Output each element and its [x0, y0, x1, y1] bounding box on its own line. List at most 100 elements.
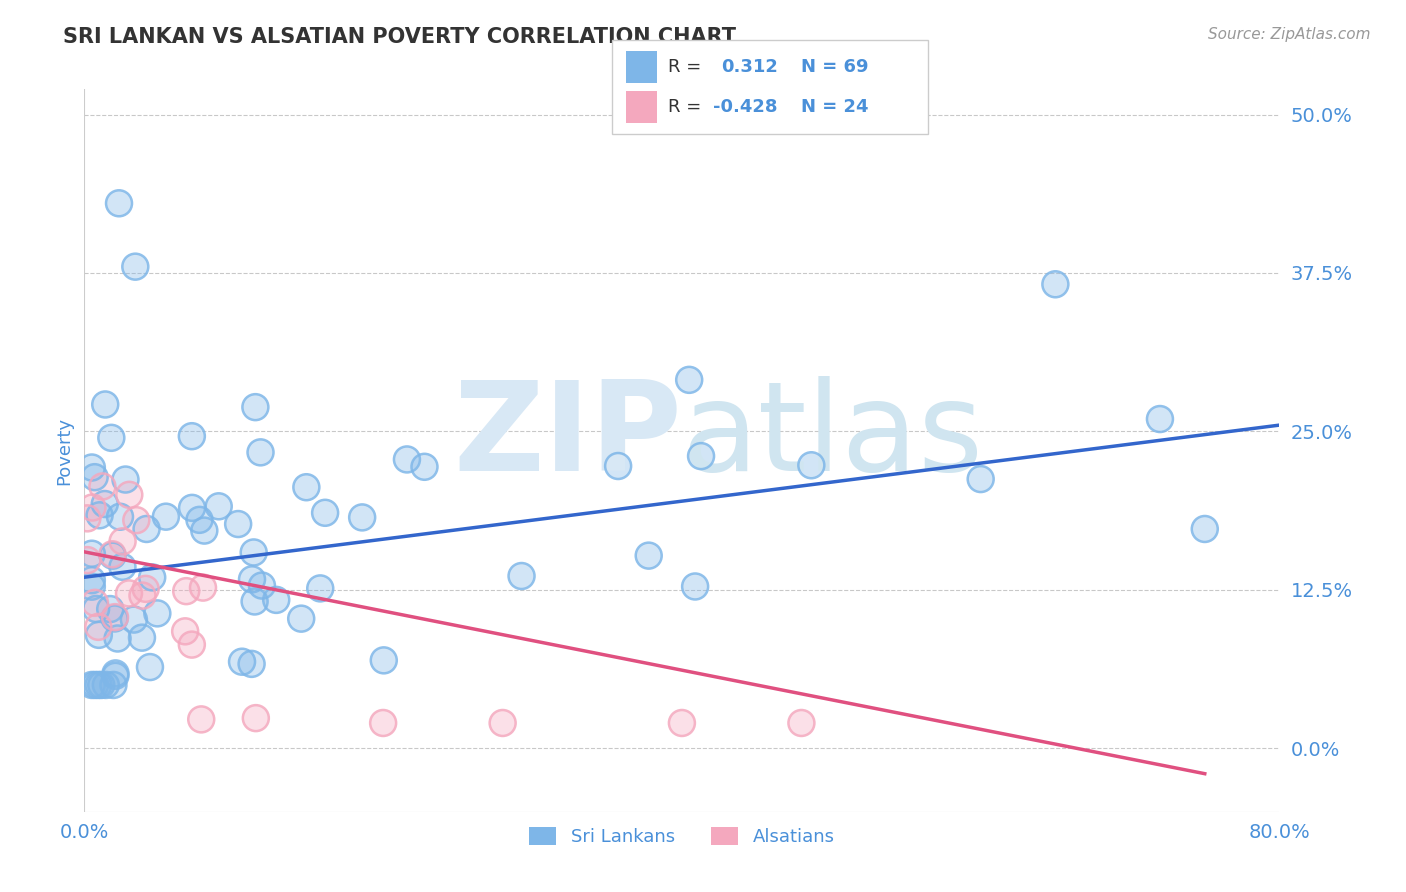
Point [82, 500, 104, 515]
Point [249, 445, 271, 459]
Point [174, 584, 197, 599]
Text: SRI LANKAN VS ALSATIAN POVERTY CORRELATION CHART: SRI LANKAN VS ALSATIAN POVERTY CORRELATI… [63, 27, 737, 46]
Point [264, 593, 287, 607]
Point [131, 631, 153, 645]
Point [80, 573, 103, 587]
Point [101, 547, 124, 561]
Point [190, 712, 212, 726]
Point [1045, 277, 1067, 292]
Point [80, 573, 103, 587]
Point [226, 516, 249, 531]
Point [191, 581, 214, 595]
Point [395, 452, 418, 467]
Point [492, 716, 515, 731]
Point [84, 602, 107, 616]
Point [1194, 522, 1216, 536]
Point [98, 602, 121, 616]
Point [352, 510, 374, 524]
Point [243, 594, 266, 608]
Point [89, 508, 111, 523]
Point [84, 596, 107, 610]
Point [290, 612, 312, 626]
Point [135, 522, 157, 536]
Point [181, 500, 204, 515]
Point [108, 509, 131, 524]
Point [174, 584, 197, 599]
Point [83, 470, 105, 484]
Point [690, 449, 713, 463]
Text: Source: ZipAtlas.com: Source: ZipAtlas.com [1208, 27, 1371, 42]
Point [373, 653, 395, 667]
Point [180, 429, 202, 443]
Point [131, 589, 153, 603]
Point [111, 534, 134, 549]
Point [122, 613, 145, 627]
Point [94, 678, 117, 692]
Point [245, 400, 267, 414]
Point [87, 628, 110, 642]
Point [683, 579, 706, 593]
Point [637, 549, 659, 563]
Point [413, 459, 436, 474]
Point [114, 473, 136, 487]
Point [242, 545, 264, 559]
Point [1149, 412, 1171, 426]
Point [100, 431, 122, 445]
Point [290, 612, 312, 626]
Point [510, 569, 533, 583]
Point [671, 716, 693, 731]
Point [492, 716, 515, 731]
Point [90, 678, 112, 692]
Point [87, 620, 110, 634]
Point [373, 716, 395, 731]
Point [180, 638, 202, 652]
Point [637, 549, 659, 563]
Point [118, 488, 141, 502]
Point [180, 638, 202, 652]
Point [678, 373, 700, 387]
Point [141, 570, 163, 584]
Point [101, 549, 124, 563]
Point [87, 678, 110, 692]
Point [607, 458, 630, 473]
Point [111, 559, 134, 574]
Point [413, 459, 436, 474]
Point [80, 547, 103, 561]
Point [135, 522, 157, 536]
Text: R =: R = [668, 58, 707, 76]
Point [309, 582, 332, 596]
Point [193, 524, 215, 538]
Point [94, 397, 117, 411]
Text: atlas: atlas [682, 376, 984, 497]
Point [76, 553, 98, 567]
Point [98, 602, 121, 616]
Point [188, 513, 211, 527]
Point [124, 260, 146, 274]
Point [690, 449, 713, 463]
Point [131, 589, 153, 603]
Point [104, 669, 127, 683]
Point [124, 260, 146, 274]
Point [84, 678, 107, 692]
Point [84, 596, 107, 610]
Point [80, 580, 103, 594]
Point [295, 480, 318, 494]
Point [226, 516, 249, 531]
Point [80, 460, 103, 475]
Point [510, 569, 533, 583]
Point [1149, 412, 1171, 426]
Point [309, 582, 332, 596]
Point [352, 510, 374, 524]
Point [607, 458, 630, 473]
Point [240, 572, 263, 586]
Point [139, 660, 162, 674]
Point [108, 509, 131, 524]
Point [76, 511, 98, 525]
Point [104, 610, 127, 624]
Point [89, 508, 111, 523]
Point [245, 711, 267, 725]
Point [80, 678, 103, 692]
Point [91, 479, 114, 493]
Point [678, 373, 700, 387]
Point [790, 716, 813, 731]
